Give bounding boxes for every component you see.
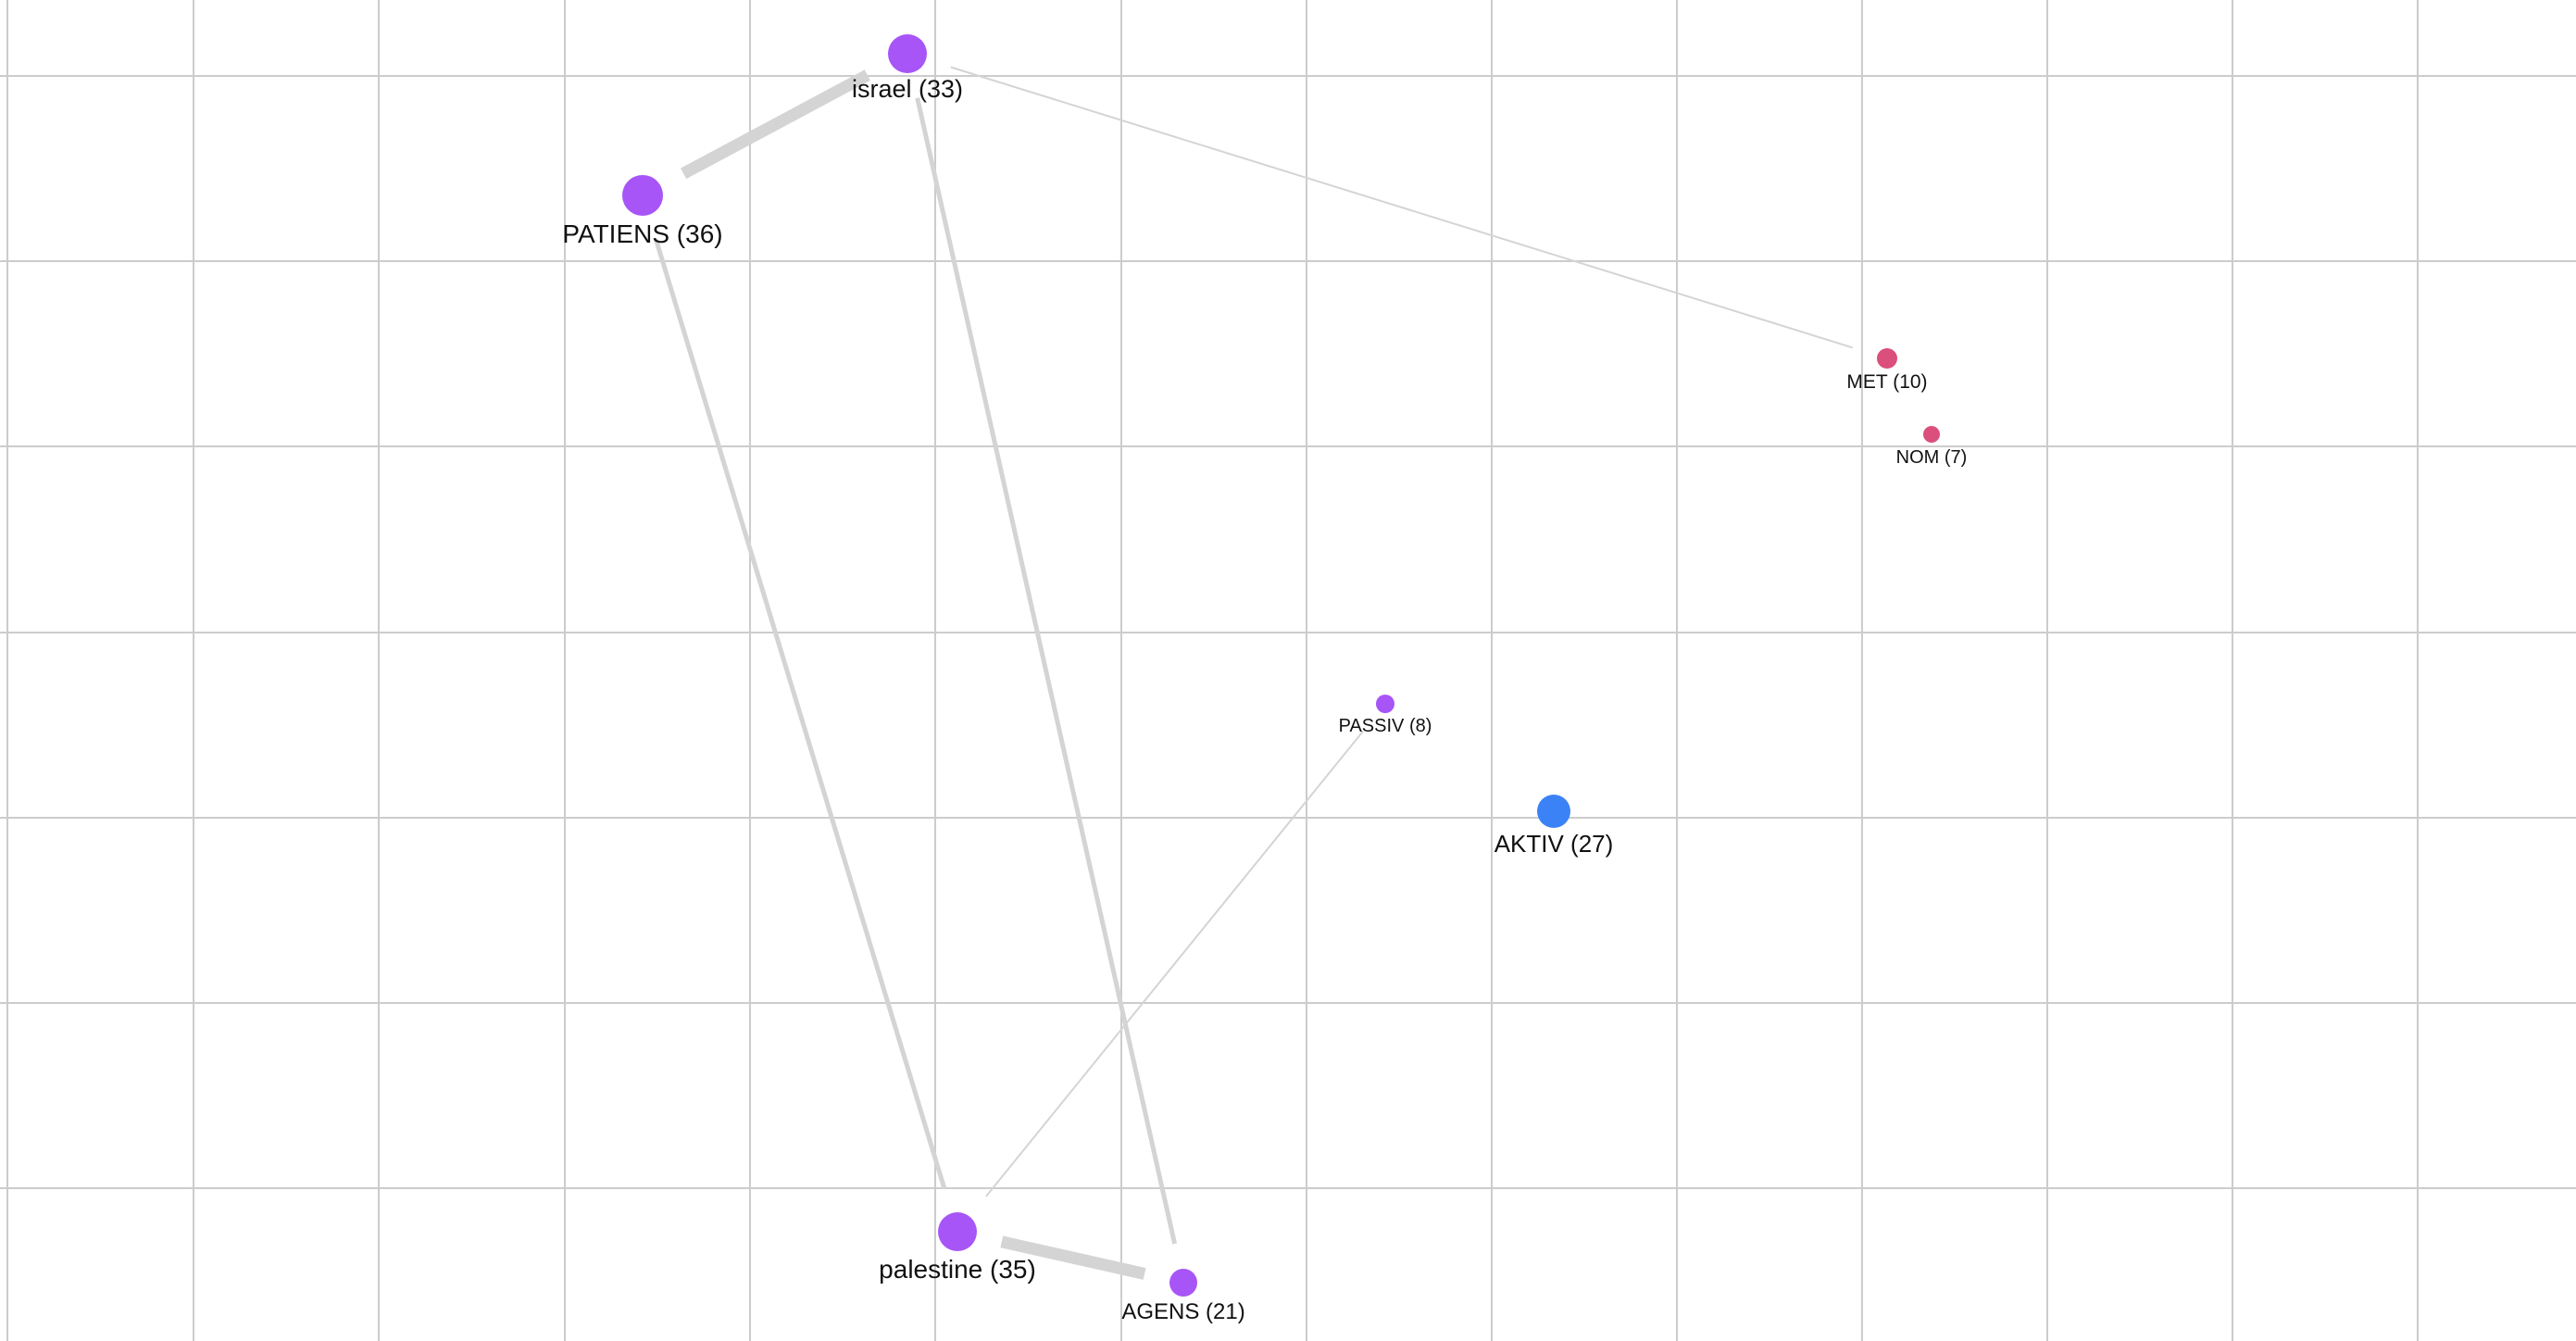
node-circle-met[interactable] xyxy=(1877,348,1897,369)
edge-layer xyxy=(654,66,1854,1280)
node-circle-passiv[interactable] xyxy=(1376,695,1394,713)
node-label-palestine: palestine (35) xyxy=(879,1255,1036,1284)
edge-israel-agens xyxy=(915,97,1178,1245)
node-label-met: MET (10) xyxy=(1846,371,1927,393)
node-label-patiens: PATIENS (36) xyxy=(562,219,722,248)
node-circle-patiens[interactable] xyxy=(622,175,663,216)
node-circle-israel[interactable] xyxy=(888,34,927,73)
edge-israel-met xyxy=(950,66,1854,349)
node-nom[interactable]: NOM (7) xyxy=(1896,426,1968,468)
node-label-agens: AGENS (21) xyxy=(1121,1299,1244,1324)
edge-palestine-agens xyxy=(1000,1235,1146,1280)
node-aktiv[interactable]: AKTIV (27) xyxy=(1494,795,1614,858)
node-circle-agens[interactable] xyxy=(1169,1269,1197,1297)
node-patiens[interactable]: PATIENS (36) xyxy=(562,175,723,248)
node-circle-nom[interactable] xyxy=(1923,426,1940,443)
node-label-passiv: PASSIV (8) xyxy=(1339,716,1432,736)
node-palestine[interactable]: palestine (35) xyxy=(879,1212,1036,1284)
node-label-nom: NOM (7) xyxy=(1896,447,1968,468)
node-circle-palestine[interactable] xyxy=(938,1212,977,1251)
node-israel[interactable]: israel (33) xyxy=(852,34,963,103)
node-passiv[interactable]: PASSIV (8) xyxy=(1339,695,1432,736)
node-agens[interactable]: AGENS (21) xyxy=(1121,1269,1245,1324)
node-met[interactable]: MET (10) xyxy=(1846,348,1928,393)
node-circle-aktiv[interactable] xyxy=(1537,795,1570,828)
edge-israel-patiens xyxy=(681,69,870,180)
node-label-aktiv: AKTIV (27) xyxy=(1494,830,1614,858)
edge-patiens-palestine xyxy=(654,239,947,1189)
node-label-israel: israel (33) xyxy=(852,75,963,103)
edge-palestine-passiv xyxy=(985,730,1364,1197)
node-layer: israel (33) PATIENS (36) MET (10) NOM (7) PA… xyxy=(562,34,1967,1324)
